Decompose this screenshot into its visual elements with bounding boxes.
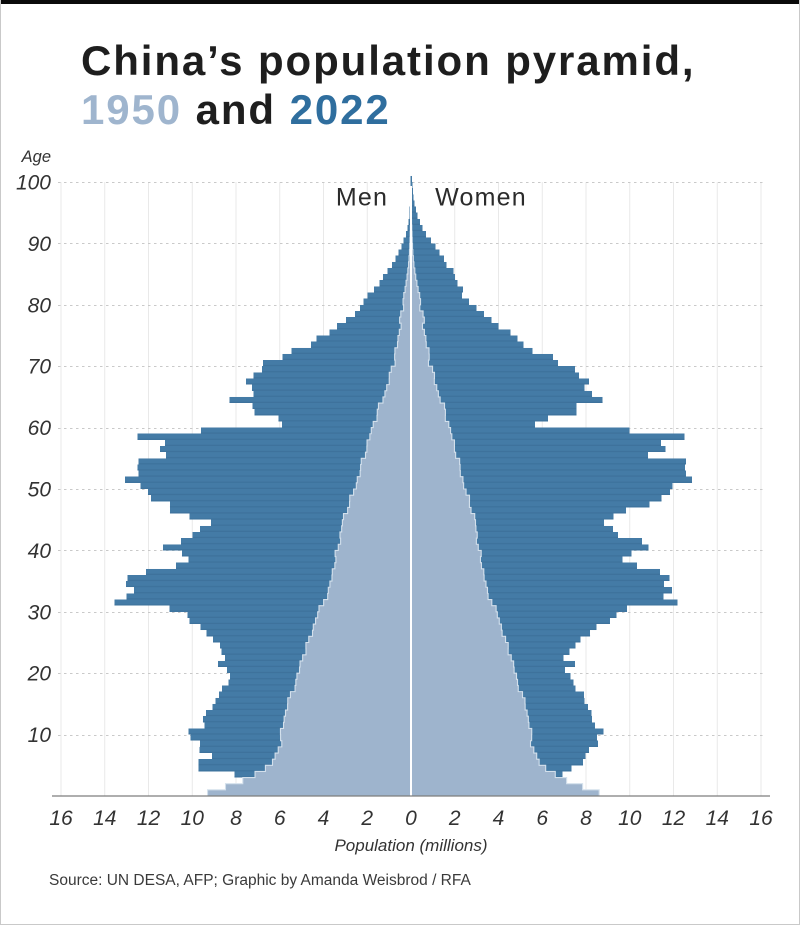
svg-text:16: 16	[49, 807, 73, 830]
svg-text:6: 6	[274, 807, 286, 830]
svg-text:Age: Age	[21, 148, 51, 166]
svg-text:10: 10	[28, 724, 52, 747]
svg-text:60: 60	[28, 417, 52, 440]
svg-text:10: 10	[618, 807, 642, 830]
svg-text:14: 14	[93, 807, 116, 830]
svg-text:14: 14	[706, 807, 729, 830]
svg-text:50: 50	[28, 479, 52, 502]
svg-text:100: 100	[16, 172, 51, 195]
svg-text:30: 30	[28, 601, 52, 624]
svg-text:8: 8	[580, 807, 592, 830]
svg-text:2: 2	[448, 807, 461, 830]
svg-text:80: 80	[28, 294, 52, 317]
svg-text:0: 0	[405, 807, 417, 830]
svg-text:90: 90	[28, 233, 52, 256]
svg-text:4: 4	[493, 807, 505, 830]
svg-text:2: 2	[360, 807, 373, 830]
svg-text:12: 12	[137, 807, 161, 830]
svg-text:Women: Women	[435, 184, 527, 212]
svg-text:6: 6	[536, 807, 548, 830]
svg-text:Population (millions): Population (millions)	[334, 836, 487, 855]
svg-text:40: 40	[28, 540, 52, 563]
svg-text:8: 8	[230, 807, 242, 830]
svg-text:4: 4	[318, 807, 330, 830]
svg-text:16: 16	[749, 807, 773, 830]
svg-text:Men: Men	[336, 184, 388, 212]
svg-text:20: 20	[27, 663, 52, 686]
svg-text:70: 70	[28, 356, 52, 379]
svg-text:10: 10	[181, 807, 205, 830]
svg-text:12: 12	[662, 807, 686, 830]
